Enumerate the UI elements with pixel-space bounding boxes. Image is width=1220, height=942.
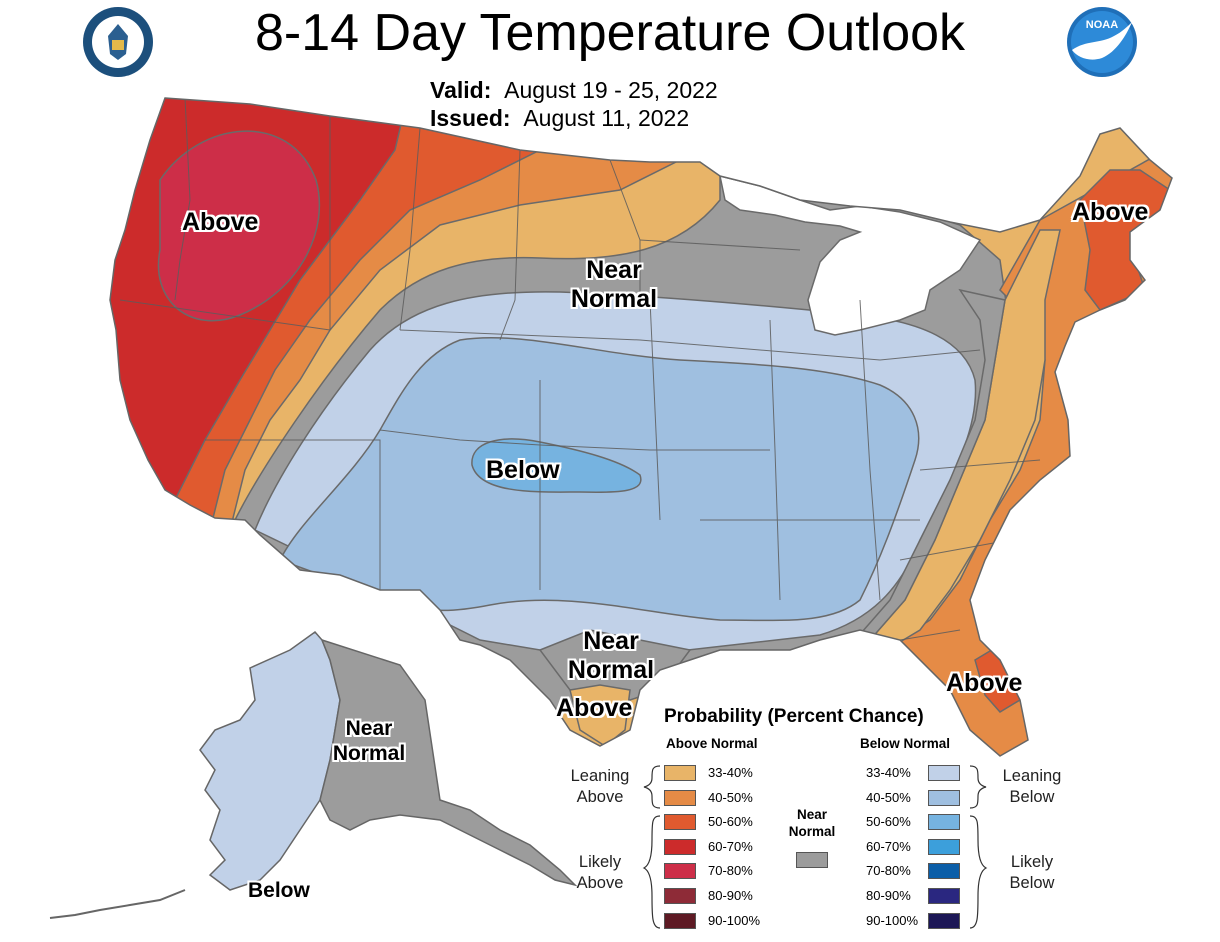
label-near-normal-texas: Near Normal <box>560 627 662 685</box>
label-below-central: Below <box>486 456 560 484</box>
legend-swatch-above-3 <box>664 839 696 855</box>
legend-swatch-below-5 <box>928 888 960 904</box>
zone-above-33-40-texas <box>569 684 631 747</box>
legend-label-above-1: 40-50% <box>708 790 753 805</box>
label-near-line: Near <box>345 717 393 740</box>
valid-issued-block: Valid: August 19 - 25, 2022 Issued: Augu… <box>430 76 718 132</box>
legend-group-likely-above: Likely Above <box>562 852 638 894</box>
legend-label-below-2: 50-60% <box>866 814 911 829</box>
near-word: Near <box>796 807 828 822</box>
legend-label-above-0: 33-40% <box>708 765 753 780</box>
group-word: Likely <box>578 853 622 871</box>
zone-above-50-60-northeast <box>1079 169 1171 311</box>
label-normal-line: Normal <box>567 656 655 684</box>
alaska-islands <box>49 889 186 919</box>
legend-label-below-0: 33-40% <box>866 765 911 780</box>
issued-date: August 11, 2022 <box>523 105 690 131</box>
group-word: Leaning <box>570 767 630 785</box>
legend-label-below-4: 70-80% <box>866 863 911 878</box>
legend-swatch-above-1 <box>664 790 696 806</box>
legend-swatch-above-5 <box>664 888 696 904</box>
legend-swatch-below-3 <box>928 839 960 855</box>
normal-word: Normal <box>788 824 836 839</box>
legend-swatch-below-0 <box>928 765 960 781</box>
legend-swatch-near-normal <box>796 852 828 868</box>
legend-label-below-3: 60-70% <box>866 839 911 854</box>
label-above-florida: Above <box>946 669 1023 697</box>
label-near-normal-north: Near Normal <box>564 256 664 314</box>
legend-group-leaning-above: Leaning Above <box>562 766 638 808</box>
legend-group-likely-below: Likely Below <box>992 852 1072 894</box>
label-near-normal-alaska: Near Normal <box>328 716 410 766</box>
legend-below-header: Below Normal <box>860 736 951 751</box>
valid-dates: August 19 - 25, 2022 <box>504 77 718 103</box>
label-near-line: Near <box>586 256 642 284</box>
legend-label-above-2: 50-60% <box>708 814 753 829</box>
zone-below-50-60 <box>471 438 642 493</box>
department-of-commerce-seal <box>83 7 153 77</box>
group-word: Above <box>576 874 624 892</box>
label-near-line: Near <box>583 627 639 655</box>
legend-swatch-above-4 <box>664 863 696 879</box>
label-above-northeast: Above <box>1072 198 1149 226</box>
legend-above-header: Above Normal <box>666 736 758 751</box>
legend-swatch-above-6 <box>664 913 696 929</box>
label-below-alaska: Below <box>248 879 310 902</box>
legend-label-below-6: 90-100% <box>866 913 919 928</box>
alaska-near-normal <box>319 638 578 887</box>
group-word: Below <box>1009 874 1055 892</box>
legend-swatch-below-4 <box>928 863 960 879</box>
map-title: 8-14 Day Temperature Outlook <box>254 4 966 62</box>
legend-near-normal-label: Near Normal <box>780 806 844 840</box>
alaska-map <box>49 630 578 919</box>
legend-label-below-1: 40-50% <box>866 790 911 805</box>
legend-label-above-3: 60-70% <box>708 839 753 854</box>
legend-label-above-4: 70-80% <box>708 863 753 878</box>
group-word: Above <box>576 788 624 806</box>
issued-label: Issued: <box>430 105 511 131</box>
legend-label-above-5: 80-90% <box>708 888 753 903</box>
group-word: Likely <box>1010 853 1054 871</box>
group-word: Below <box>1009 788 1055 806</box>
label-normal-line: Normal <box>332 742 406 765</box>
noaa-logo: NOAA <box>1067 7 1137 77</box>
noaa-text: NOAA <box>1086 19 1118 31</box>
legend-label-below-5: 80-90% <box>866 888 911 903</box>
legend-group-leaning-below: Leaning Below <box>992 766 1072 808</box>
label-normal-line: Normal <box>570 285 658 313</box>
legend-swatch-below-2 <box>928 814 960 830</box>
conus-outline <box>109 97 1173 757</box>
legend-label-above-6: 90-100% <box>708 913 761 928</box>
legend-swatch-above-0 <box>664 765 696 781</box>
group-word: Leaning <box>1002 767 1062 785</box>
legend-swatch-below-6 <box>928 913 960 929</box>
alaska-below-33-40 <box>199 630 341 891</box>
label-above-northwest: Above <box>182 208 259 236</box>
label-above-south-texas: Above <box>556 694 633 722</box>
legend-swatch-below-1 <box>928 790 960 806</box>
valid-label: Valid: <box>430 77 492 103</box>
legend-title: Probability (Percent Chance) <box>664 706 924 727</box>
legend-swatch-above-2 <box>664 814 696 830</box>
